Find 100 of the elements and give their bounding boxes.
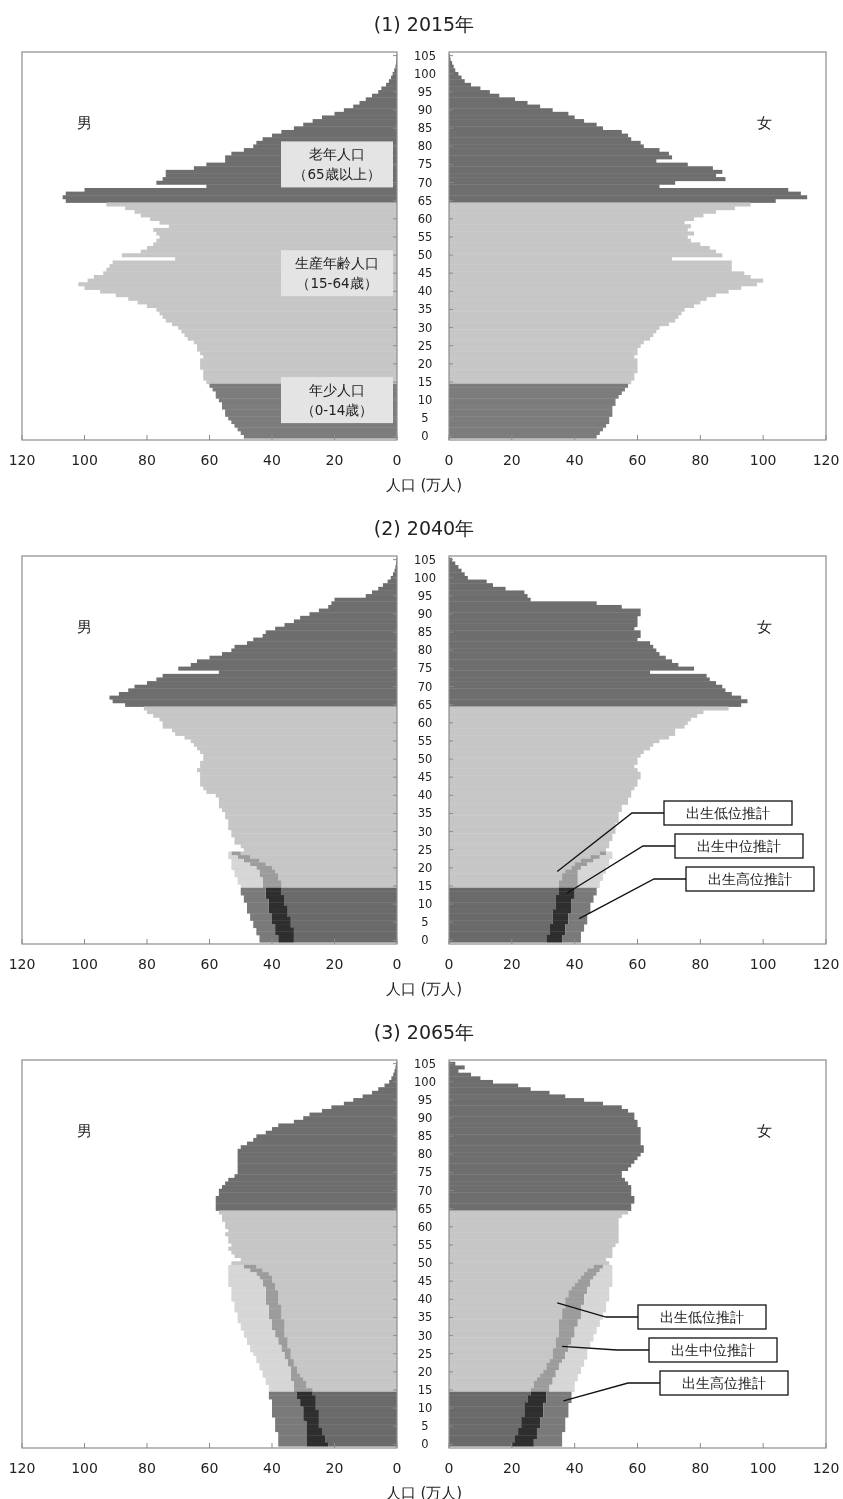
y-tick-label: 30 (417, 320, 433, 335)
y-tick-label: 60 (417, 1219, 433, 1234)
y-tick-label: 80 (417, 643, 433, 658)
y-tick-label: 10 (417, 393, 433, 408)
y-tick-label: 20 (417, 1364, 433, 1379)
y-tick-label: 25 (417, 338, 433, 353)
x-axis-title: 人口 (万人) (385, 980, 463, 998)
y-tick-label: 75 (417, 661, 433, 676)
y-tick-label: 20 (417, 860, 433, 875)
x-tick-label: 80 (691, 452, 710, 468)
text: 女 (756, 618, 772, 636)
y-tick-label: 80 (417, 139, 433, 154)
x-tick-label: 20 (325, 452, 344, 468)
x-tick-label: 0 (392, 1460, 402, 1476)
y-tick-label: 100 (414, 1074, 436, 1089)
y-tick-label: 45 (417, 770, 433, 785)
text: 男 (76, 1122, 92, 1140)
x-tick-label: 100 (71, 1460, 98, 1476)
y-tick-label: 0 (421, 933, 429, 948)
y-tick-label: 45 (417, 266, 433, 281)
y-tick-label: 45 (417, 1274, 433, 1289)
y-tick-label: 105 (414, 552, 436, 567)
annotation: 生産年齢人口（15-64歳） (295, 255, 379, 292)
y-tick-label: 0 (421, 1437, 429, 1452)
x-tick-label: 20 (325, 956, 344, 972)
x-tick-label: 80 (138, 956, 156, 972)
x-tick-label: 40 (263, 956, 281, 972)
x-tick-label: 120 (812, 956, 840, 972)
y-tick-label: 30 (417, 1328, 433, 1343)
x-tick-label: 120 (8, 452, 36, 468)
y-tick-label: 105 (414, 1056, 436, 1071)
x-tick-label: 60 (628, 452, 647, 468)
x-tick-label: 40 (565, 452, 584, 468)
y-tick-label: 25 (417, 842, 433, 857)
annotation: 老年人口（65歳以上） (293, 146, 381, 183)
y-tick-label: 5 (421, 1419, 429, 1434)
x-tick-label: 60 (628, 956, 647, 972)
y-tick-label: 40 (417, 788, 433, 803)
y-tick-label: 25 (417, 1346, 433, 1361)
y-tick-label: 15 (417, 1382, 433, 1397)
y-tick-label: 65 (417, 193, 433, 208)
x-tick-label: 60 (200, 1460, 219, 1476)
x-tick-label: 60 (200, 452, 219, 468)
y-tick-label: 15 (417, 878, 433, 893)
x-tick-label: 60 (628, 1460, 647, 1476)
x-tick-label: 100 (71, 956, 98, 972)
y-tick-label: 70 (417, 679, 433, 694)
y-tick-label: 35 (417, 806, 433, 821)
y-tick-label: 95 (417, 1092, 433, 1107)
y-tick-label: 10 (417, 897, 433, 912)
y-tick-label: 95 (417, 84, 433, 99)
y-tick-label: 100 (414, 66, 436, 81)
y-tick-label: 15 (417, 374, 433, 389)
y-tick-label: 5 (421, 915, 429, 930)
x-tick-label: 120 (812, 1460, 840, 1476)
y-tick-label: 65 (417, 697, 433, 712)
y-tick-label: 50 (417, 1256, 433, 1271)
chart-title: (3) 2065年 (373, 1021, 475, 1043)
x-tick-label: 40 (263, 452, 281, 468)
text: 男 (76, 114, 92, 132)
y-tick-label: 40 (417, 284, 433, 299)
y-tick-label: 90 (417, 607, 433, 622)
x-tick-label: 100 (749, 1460, 777, 1476)
text: 女 (756, 114, 772, 132)
y-tick-label: 20 (417, 356, 433, 371)
y-tick-label: 95 (417, 588, 433, 603)
text: 女 (756, 1122, 772, 1140)
y-tick-label: 55 (417, 1237, 433, 1252)
y-tick-label: 55 (417, 733, 433, 748)
x-tick-label: 60 (200, 956, 219, 972)
y-tick-label: 105 (414, 48, 436, 63)
y-tick-label: 0 (421, 429, 429, 444)
x-tick-label: 100 (749, 956, 777, 972)
x-tick-label: 0 (444, 1460, 454, 1476)
x-tick-label: 0 (444, 956, 454, 972)
x-tick-label: 20 (325, 1460, 344, 1476)
x-tick-label: 40 (263, 1460, 281, 1476)
x-tick-label: 80 (691, 956, 710, 972)
x-tick-label: 0 (392, 956, 402, 972)
y-tick-label: 70 (417, 1183, 433, 1198)
y-tick-label: 85 (417, 121, 433, 136)
x-tick-label: 20 (502, 956, 521, 972)
y-tick-label: 85 (417, 1129, 433, 1144)
x-tick-label: 120 (8, 1460, 36, 1476)
y-tick-label: 60 (417, 715, 433, 730)
y-tick-label: 70 (417, 175, 433, 190)
y-tick-label: 80 (417, 1147, 433, 1162)
y-tick-label: 65 (417, 1201, 433, 1216)
x-tick-label: 40 (565, 1460, 584, 1476)
x-tick-label: 80 (138, 1460, 156, 1476)
y-tick-label: 90 (417, 103, 433, 118)
y-tick-label: 10 (417, 1401, 433, 1416)
x-tick-label: 0 (444, 452, 454, 468)
y-tick-label: 55 (417, 229, 433, 244)
x-tick-label: 0 (392, 452, 402, 468)
y-tick-label: 60 (417, 211, 433, 226)
chart-title: (1) 2015年 (373, 13, 475, 35)
x-axis-title: 人口 (万人) (385, 476, 463, 494)
x-tick-label: 40 (565, 956, 584, 972)
x-tick-label: 20 (502, 1460, 521, 1476)
